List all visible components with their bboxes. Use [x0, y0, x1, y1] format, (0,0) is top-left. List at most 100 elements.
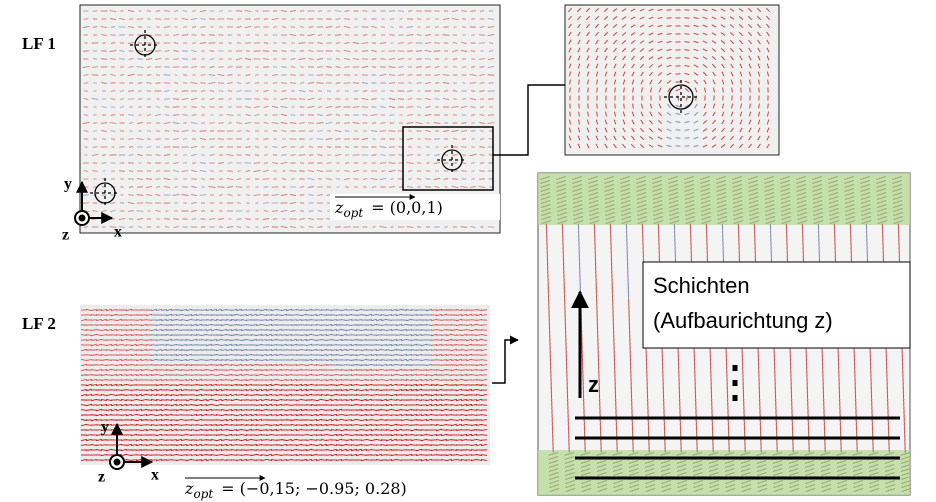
- field-segment: [147, 131, 151, 132]
- field-segment: [166, 405, 172, 406]
- field-segment: [615, 104, 616, 109]
- field-segment: [299, 99, 305, 100]
- field-segment: [273, 27, 277, 28]
- field-segment: [331, 385, 337, 386]
- field-segment: [116, 405, 122, 406]
- field-segment: [211, 350, 217, 351]
- field-segment: [588, 88, 589, 93]
- field-segment: [138, 99, 142, 100]
- field-segment: [481, 345, 487, 346]
- field-segment: [299, 155, 305, 156]
- field-segment: [318, 11, 322, 12]
- field-segment: [451, 320, 457, 321]
- field-segment: [480, 115, 485, 116]
- field-segment: [86, 335, 92, 336]
- field-segment: [318, 99, 322, 100]
- field-segment: [400, 19, 403, 20]
- field-segment: [416, 460, 422, 461]
- field-segment: [759, 104, 760, 109]
- field-segment: [416, 395, 422, 396]
- field-segment: [192, 131, 196, 132]
- field-segment: [309, 227, 314, 228]
- field-segment: [633, 448, 634, 453]
- field-segment: [624, 104, 625, 109]
- field-segment: [281, 83, 287, 84]
- field-segment: [156, 219, 159, 220]
- field-segment: [471, 315, 477, 316]
- field-segment: [344, 67, 349, 68]
- field-segment: [183, 155, 187, 156]
- field-segment: [685, 34, 690, 35]
- field-segment: [553, 448, 554, 453]
- field-segment: [381, 51, 384, 52]
- field-segment: [453, 67, 457, 68]
- field-segment: [417, 19, 421, 20]
- field-segment: [119, 147, 124, 148]
- field-segment: [261, 455, 267, 456]
- field-segment: [173, 59, 178, 60]
- field-segment: [327, 163, 332, 164]
- field-segment: [601, 448, 602, 453]
- field-segment: [309, 91, 313, 92]
- field-segment: [111, 320, 117, 321]
- field-segment: [164, 99, 170, 100]
- field-segment: [121, 415, 127, 416]
- field-segment: [93, 131, 97, 132]
- field-segment: [768, 104, 769, 109]
- field-segment: [156, 155, 161, 156]
- field-segment: [93, 11, 98, 12]
- field-segment: [155, 179, 160, 180]
- field-segment: [237, 171, 240, 172]
- field-segment: [649, 448, 650, 453]
- field-segment: [147, 99, 150, 100]
- field-segment: [308, 123, 314, 124]
- field-segment: [606, 88, 607, 93]
- field-segment: [129, 219, 133, 220]
- field-segment: [411, 355, 417, 356]
- field-segment: [685, 138, 690, 139]
- field-segment: [272, 187, 278, 188]
- field-segment: [326, 75, 333, 76]
- field-segment: [344, 83, 351, 84]
- field-segment: [390, 27, 393, 28]
- field-segment: [431, 355, 437, 356]
- field-segment: [408, 83, 411, 84]
- field-segment: [273, 83, 277, 84]
- field-segment: [615, 88, 616, 93]
- field-segment: [106, 385, 112, 386]
- field-segment: [685, 42, 690, 43]
- field-segment: [219, 11, 223, 12]
- field-segment: [254, 19, 260, 20]
- field-segment: [327, 11, 330, 12]
- field-segment: [271, 425, 277, 426]
- field-segment: [417, 163, 421, 164]
- field-segment: [723, 88, 724, 93]
- field-segment: [246, 227, 250, 228]
- field-segment: [444, 91, 448, 92]
- field-segment: [166, 211, 169, 212]
- field-segment: [291, 19, 294, 20]
- field-segment: [102, 195, 107, 196]
- field-segment: [254, 163, 260, 164]
- field-segment: [676, 74, 681, 75]
- field-segment: [200, 19, 205, 20]
- field-segment: [667, 10, 672, 11]
- field-segment: [471, 400, 477, 401]
- field-segment: [345, 35, 349, 36]
- field-segment: [390, 179, 393, 180]
- field-segment: [570, 112, 571, 117]
- field-segment: [201, 123, 205, 124]
- field-segment: [585, 448, 586, 453]
- field-segment: [126, 355, 132, 356]
- field-segment: [174, 187, 177, 188]
- field-segment: [271, 415, 277, 416]
- field-segment: [271, 405, 277, 406]
- field-segment: [183, 27, 187, 28]
- field-segment: [380, 59, 385, 60]
- field-segment: [155, 19, 161, 20]
- field-segment: [667, 26, 672, 27]
- field-segment: [426, 147, 430, 148]
- field-segment: [676, 130, 681, 131]
- field-segment: [156, 99, 159, 100]
- vector-fields: [80, 5, 911, 495]
